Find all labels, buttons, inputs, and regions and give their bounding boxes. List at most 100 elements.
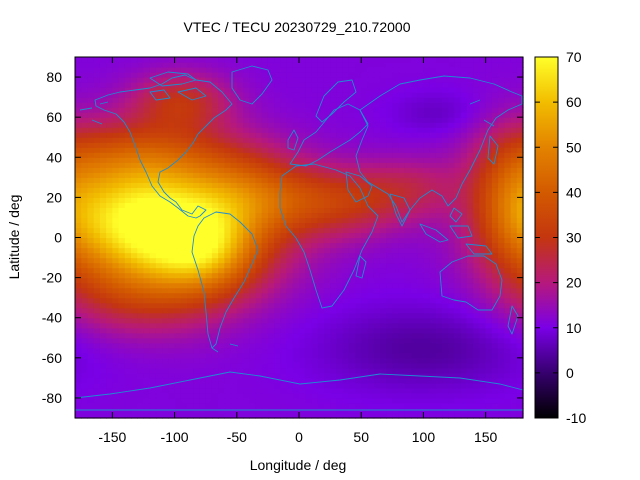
heatmap-cell [224, 347, 232, 354]
heatmap-cell [336, 387, 344, 394]
heatmap-cell [143, 237, 151, 244]
heatmap-cell [99, 127, 107, 133]
heatmap-cell [149, 227, 157, 234]
heatmap-cell [504, 117, 512, 123]
heatmap-cell [467, 282, 474, 289]
heatmap-cell [243, 262, 250, 269]
heatmap-cell [479, 322, 487, 329]
heatmap-cell [112, 162, 120, 168]
heatmap-cell [373, 137, 381, 143]
heatmap-cell [168, 367, 176, 374]
heatmap-cell [336, 132, 344, 138]
heatmap-cell [516, 242, 524, 249]
heatmap-cell [280, 387, 288, 394]
heatmap-cell [373, 257, 381, 264]
heatmap-cell [174, 77, 182, 83]
heatmap-cell [75, 152, 82, 158]
heatmap-cell [81, 372, 89, 379]
heatmap-cell [491, 382, 499, 389]
heatmap-cell [112, 122, 120, 128]
heatmap-cell [442, 327, 449, 334]
heatmap-cell [510, 107, 518, 113]
heatmap-cell [479, 112, 487, 118]
heatmap-cell [187, 152, 194, 158]
heatmap-cell [205, 382, 213, 389]
heatmap-cell [411, 182, 418, 188]
heatmap-cell [249, 227, 257, 234]
heatmap-cell [336, 212, 344, 219]
heatmap-cell [454, 212, 462, 219]
heatmap-cell [174, 372, 182, 379]
heatmap-cell [429, 137, 437, 143]
heatmap-cell [317, 137, 325, 143]
heatmap-cell [255, 132, 263, 138]
heatmap-cell [162, 302, 169, 309]
heatmap-cell [155, 282, 163, 289]
heatmap-cell [274, 392, 281, 399]
heatmap-cell [280, 402, 288, 409]
heatmap-cell [87, 317, 95, 324]
heatmap-cell [373, 187, 381, 193]
heatmap-cell [311, 242, 319, 249]
heatmap-cell [460, 352, 468, 359]
heatmap-cell [454, 347, 462, 354]
heatmap-cell [305, 157, 313, 163]
heatmap-cell [498, 152, 505, 158]
heatmap-cell [504, 267, 512, 274]
heatmap-cell [261, 132, 269, 138]
heatmap-cell [236, 347, 244, 354]
heatmap-cell [498, 82, 505, 88]
heatmap-cell [323, 307, 331, 314]
heatmap-cell [75, 222, 82, 229]
heatmap-cell [348, 217, 356, 224]
heatmap-cell [379, 222, 387, 229]
heatmap-cell [99, 177, 107, 183]
heatmap-cell [286, 202, 294, 209]
heatmap-cell [323, 262, 331, 269]
heatmap-cell [168, 177, 176, 183]
heatmap-cell [193, 342, 201, 349]
heatmap-cell [336, 277, 344, 284]
heatmap-cell [168, 152, 176, 158]
heatmap-cell [199, 107, 207, 113]
heatmap-cell [485, 297, 493, 304]
heatmap-cell [392, 102, 400, 108]
heatmap-cell [267, 157, 275, 163]
heatmap-cell [429, 92, 437, 98]
heatmap-cell [81, 327, 89, 334]
heatmap-cell [230, 117, 238, 123]
heatmap-cell [498, 332, 505, 339]
heatmap-cell [460, 287, 468, 294]
heatmap-cell [342, 152, 350, 158]
heatmap-cell [193, 267, 201, 274]
heatmap-cell [467, 372, 474, 379]
heatmap-cell [218, 67, 225, 73]
heatmap-cell [373, 352, 381, 359]
heatmap-cell [460, 307, 468, 314]
heatmap-cell [348, 132, 356, 138]
heatmap-cell [460, 392, 468, 399]
heatmap-cell [305, 227, 313, 234]
heatmap-cell [361, 72, 369, 78]
heatmap-cell [498, 147, 505, 153]
heatmap-cell [510, 222, 518, 229]
heatmap-cell [386, 177, 393, 183]
heatmap-cell [205, 157, 213, 163]
heatmap-cell [112, 202, 120, 209]
heatmap-cell [473, 412, 481, 419]
heatmap-cell [193, 292, 201, 299]
heatmap-cell [398, 327, 406, 334]
heatmap-cell [305, 197, 313, 203]
heatmap-cell [218, 127, 225, 133]
heatmap-cell [137, 347, 145, 354]
heatmap-cell [423, 387, 431, 394]
heatmap-cell [230, 272, 238, 279]
heatmap-cell [386, 102, 393, 108]
heatmap-cell [249, 287, 257, 294]
heatmap-cell [149, 412, 157, 419]
heatmap-cell [218, 167, 225, 173]
heatmap-cell [323, 387, 331, 394]
heatmap-cell [143, 157, 151, 163]
heatmap-cell [361, 232, 369, 239]
heatmap-cell [367, 72, 375, 78]
